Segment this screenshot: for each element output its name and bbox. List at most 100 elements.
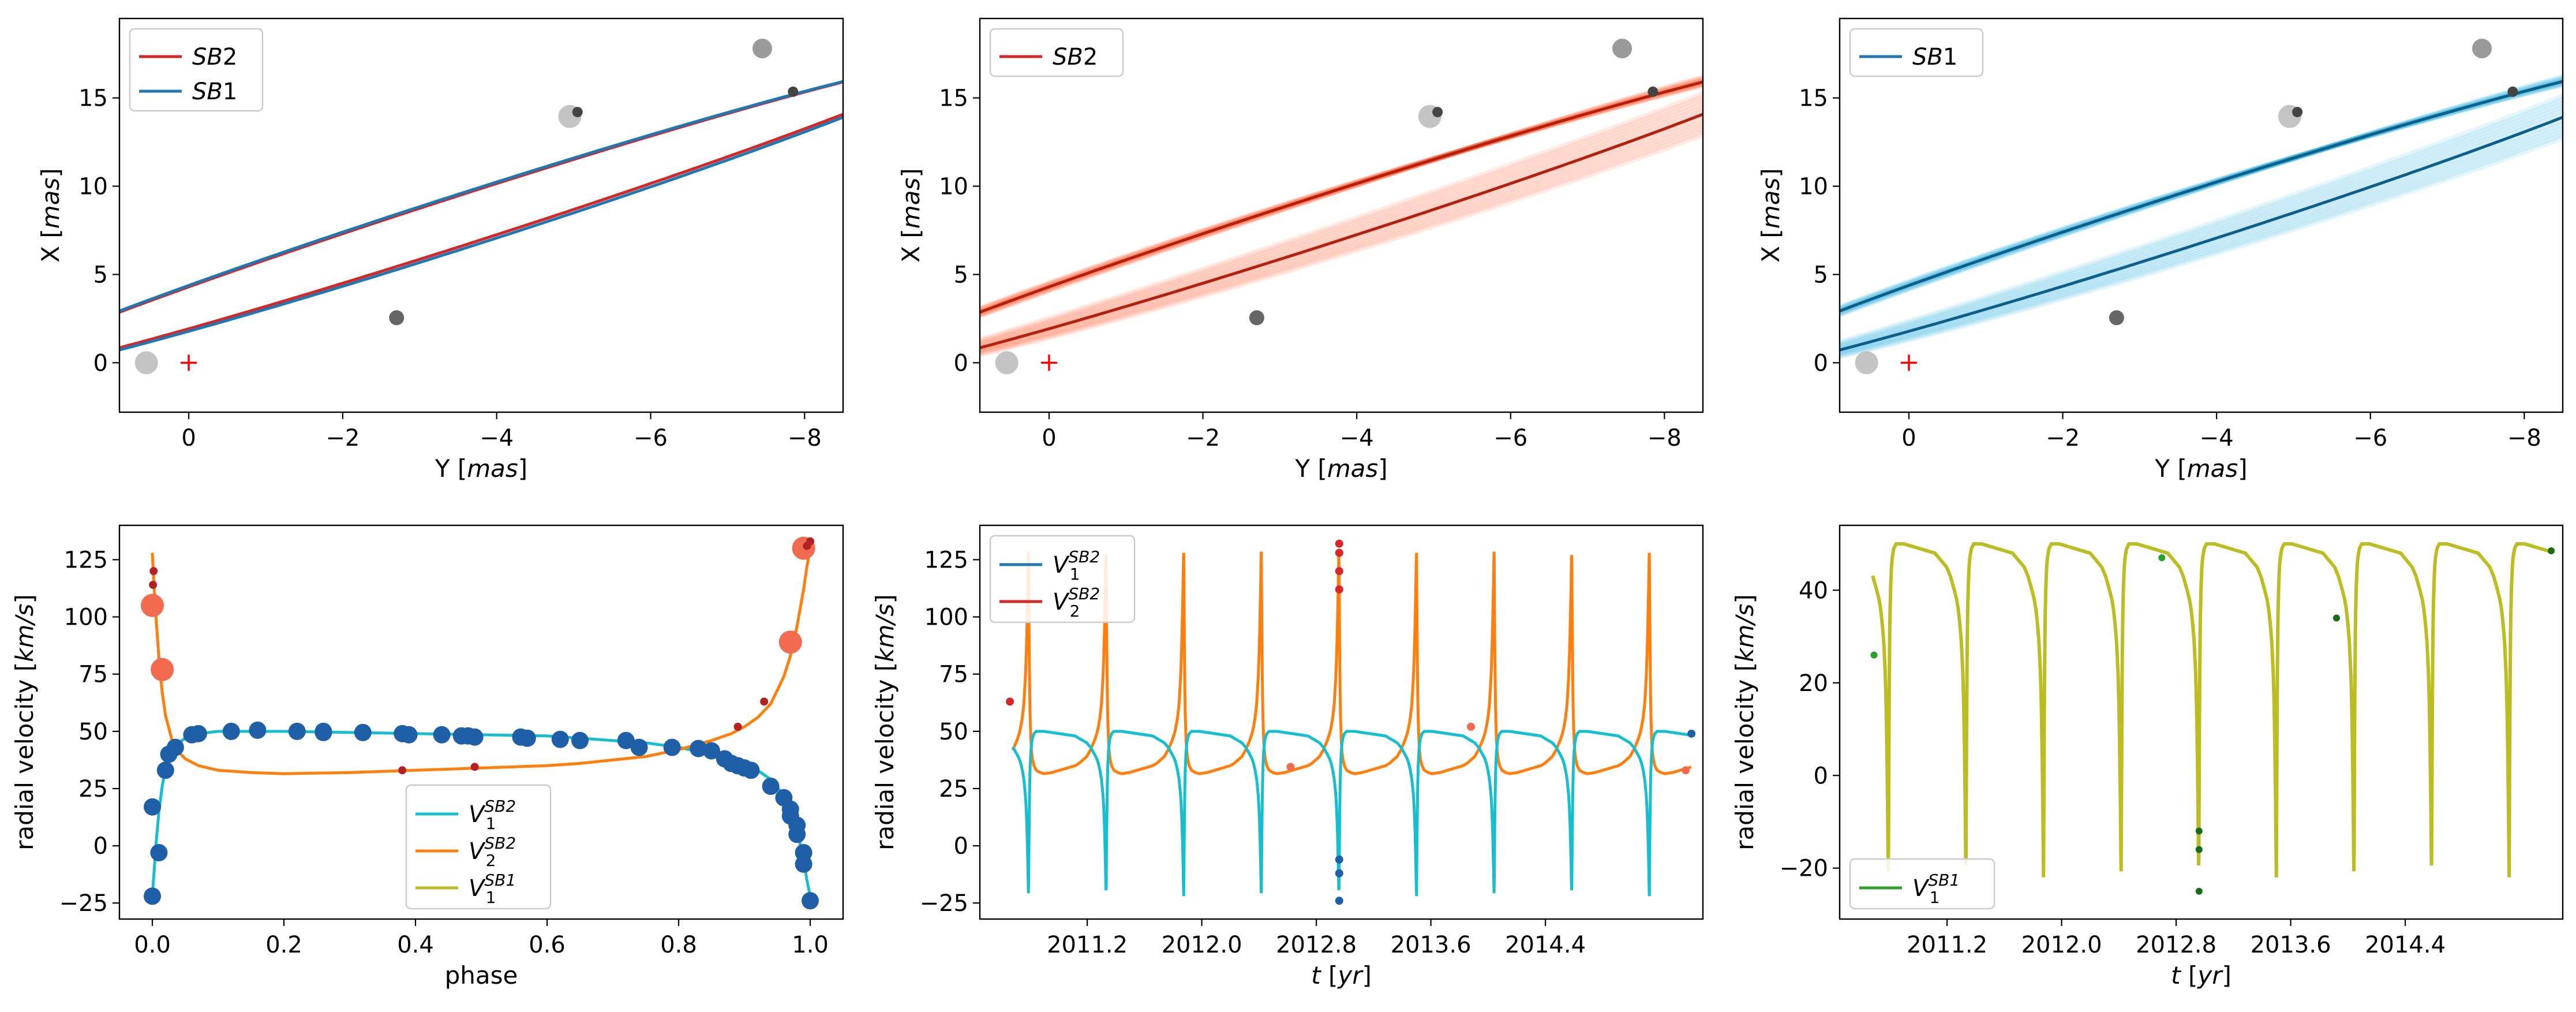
x-tick-label: 2012.8	[2136, 932, 2216, 958]
x-tick-label: 2014.4	[2365, 932, 2446, 958]
legend-frame	[405, 784, 552, 910]
x-tick-label: −4	[1340, 425, 1374, 451]
axes-frame	[1839, 524, 2564, 920]
x-tick-label: −2	[325, 425, 360, 451]
legend-label: VSB1 1	[469, 871, 516, 907]
orbit-marker	[1648, 86, 1658, 97]
panel-orbit-sb1: SB1 0 −2 −4 −6 −8 0 5 10 15 Y [mas] X [mas]	[1757, 17, 2564, 483]
rv-observation-v2	[141, 593, 164, 617]
orbit-marker	[1249, 310, 1264, 326]
x-axis-label: Y [mas]	[1294, 454, 1387, 483]
rv-time-observation	[2158, 554, 2166, 562]
orbit-marker	[2472, 38, 2492, 58]
y-tick-label: 0	[954, 833, 968, 860]
x-tick-label: 0.8	[660, 932, 697, 958]
rv-time-observation	[1335, 539, 1343, 548]
rv-time-observation	[1335, 567, 1343, 576]
rv-observation-v1	[166, 738, 184, 756]
y-tick-label: 10	[939, 174, 968, 200]
orbit-sb2	[980, 80, 1703, 350]
orbit-marker	[2109, 310, 2124, 326]
x-tick-label: 0	[1042, 425, 1056, 451]
rv-observation-v1	[762, 778, 780, 796]
rv-observation-v1	[663, 738, 681, 756]
x-tick-label: −6	[2353, 425, 2387, 451]
rv-observation-v1	[249, 721, 267, 739]
x-tick-label: 2012.0	[2021, 932, 2102, 958]
x-tick-label: 0.0	[134, 932, 171, 958]
rv-observation-v1	[551, 730, 569, 748]
panel-orbit-sb2: SB2 0 −2 −4 −6 −8 0 5 10 15 Y [mas] X [mas]	[897, 17, 1704, 483]
orbit-marker	[1855, 351, 1878, 375]
rv-observation-v1	[795, 855, 813, 873]
rv-observation-v2	[151, 658, 174, 681]
x-axis-label: Y [mas]	[435, 454, 527, 483]
orbit-posterior-sample	[980, 77, 1703, 349]
legend-label: VSB1 1	[1912, 871, 1960, 907]
legend-frame	[989, 28, 1124, 77]
y-tick-label: 50	[939, 719, 968, 745]
x-tick-label: −8	[1648, 425, 1682, 451]
legend-frame	[1849, 28, 1984, 77]
y-tick-label: 0	[1814, 763, 1828, 789]
rv-observation-v1	[617, 731, 635, 749]
y-axis-label: radial velocity [km/s]	[1731, 594, 1759, 850]
x-axis-label: t [yr]	[2171, 961, 2231, 989]
y-tick-label: 0	[93, 833, 108, 860]
y-tick-label: 0	[93, 350, 108, 376]
rv-time-observation	[2332, 614, 2340, 622]
rv-observation-v1	[189, 725, 207, 742]
y-tick-label: −25	[920, 890, 968, 917]
rv-time-observation	[2195, 827, 2203, 835]
rv-observation-v1	[630, 738, 648, 756]
x-tick-label: 2013.6	[2251, 932, 2331, 958]
rv-observation-v1	[354, 723, 372, 741]
plot-area	[119, 38, 843, 375]
orbit-posterior-sample	[1840, 81, 2563, 359]
x-tick-label: 2011.2	[1907, 932, 1987, 958]
y-tick-label: 15	[78, 85, 108, 112]
x-axis-label: phase	[445, 961, 518, 989]
rv-observation-v1	[288, 722, 306, 740]
rv-observation-small	[398, 766, 407, 775]
orbit-posterior-sample	[980, 76, 1703, 346]
rv-time-observation	[1286, 763, 1295, 771]
x-tick-label: 0.2	[265, 932, 302, 958]
y-axis-label: X [mas]	[897, 168, 925, 262]
orbit-posterior-sample	[1840, 80, 2563, 357]
y-tick-label: 10	[78, 174, 108, 200]
rv-time-observation	[1870, 651, 1878, 659]
panel-rv-time-sb1: VSB1 1 2011.2 2012.0 2012.8 2013.6 2014.4 −20 0 2…	[1731, 524, 2564, 989]
orbit-marker	[1612, 38, 1633, 58]
rv-observation-v1	[150, 844, 168, 862]
legend-label: VSB2 1	[469, 797, 516, 833]
rv-observation-small	[733, 722, 742, 731]
axes-frame	[1839, 17, 2564, 413]
legend-label: VSB2 2	[469, 834, 516, 870]
x-tick-label: 0.4	[397, 932, 434, 958]
rv-observation-v1	[703, 742, 720, 760]
orbit-marker	[572, 107, 583, 118]
orbit-marker	[134, 351, 158, 375]
y-tick-label: 25	[939, 776, 968, 802]
rv-time-observation	[1335, 869, 1343, 877]
plot-area	[141, 536, 819, 910]
rv-time-observation	[1467, 722, 1476, 731]
orbit-posterior-sample	[1840, 81, 2563, 360]
x-tick-label: 2012.0	[1162, 932, 1242, 958]
legend: VSB1 1	[1849, 858, 1995, 910]
legend-label: VSB2 1	[1053, 547, 1100, 584]
orbit-marker	[2292, 107, 2303, 118]
y-tick-label: 0	[1814, 350, 1828, 376]
orbit-marker	[788, 86, 799, 97]
y-tick-label: 125	[924, 547, 968, 573]
legend-frame	[1849, 858, 1995, 910]
rv-time-observation	[2548, 547, 2555, 555]
rv-time-observation	[1335, 855, 1343, 864]
y-tick-label: 100	[64, 604, 108, 631]
x-tick-label: 2013.6	[1391, 932, 1472, 958]
